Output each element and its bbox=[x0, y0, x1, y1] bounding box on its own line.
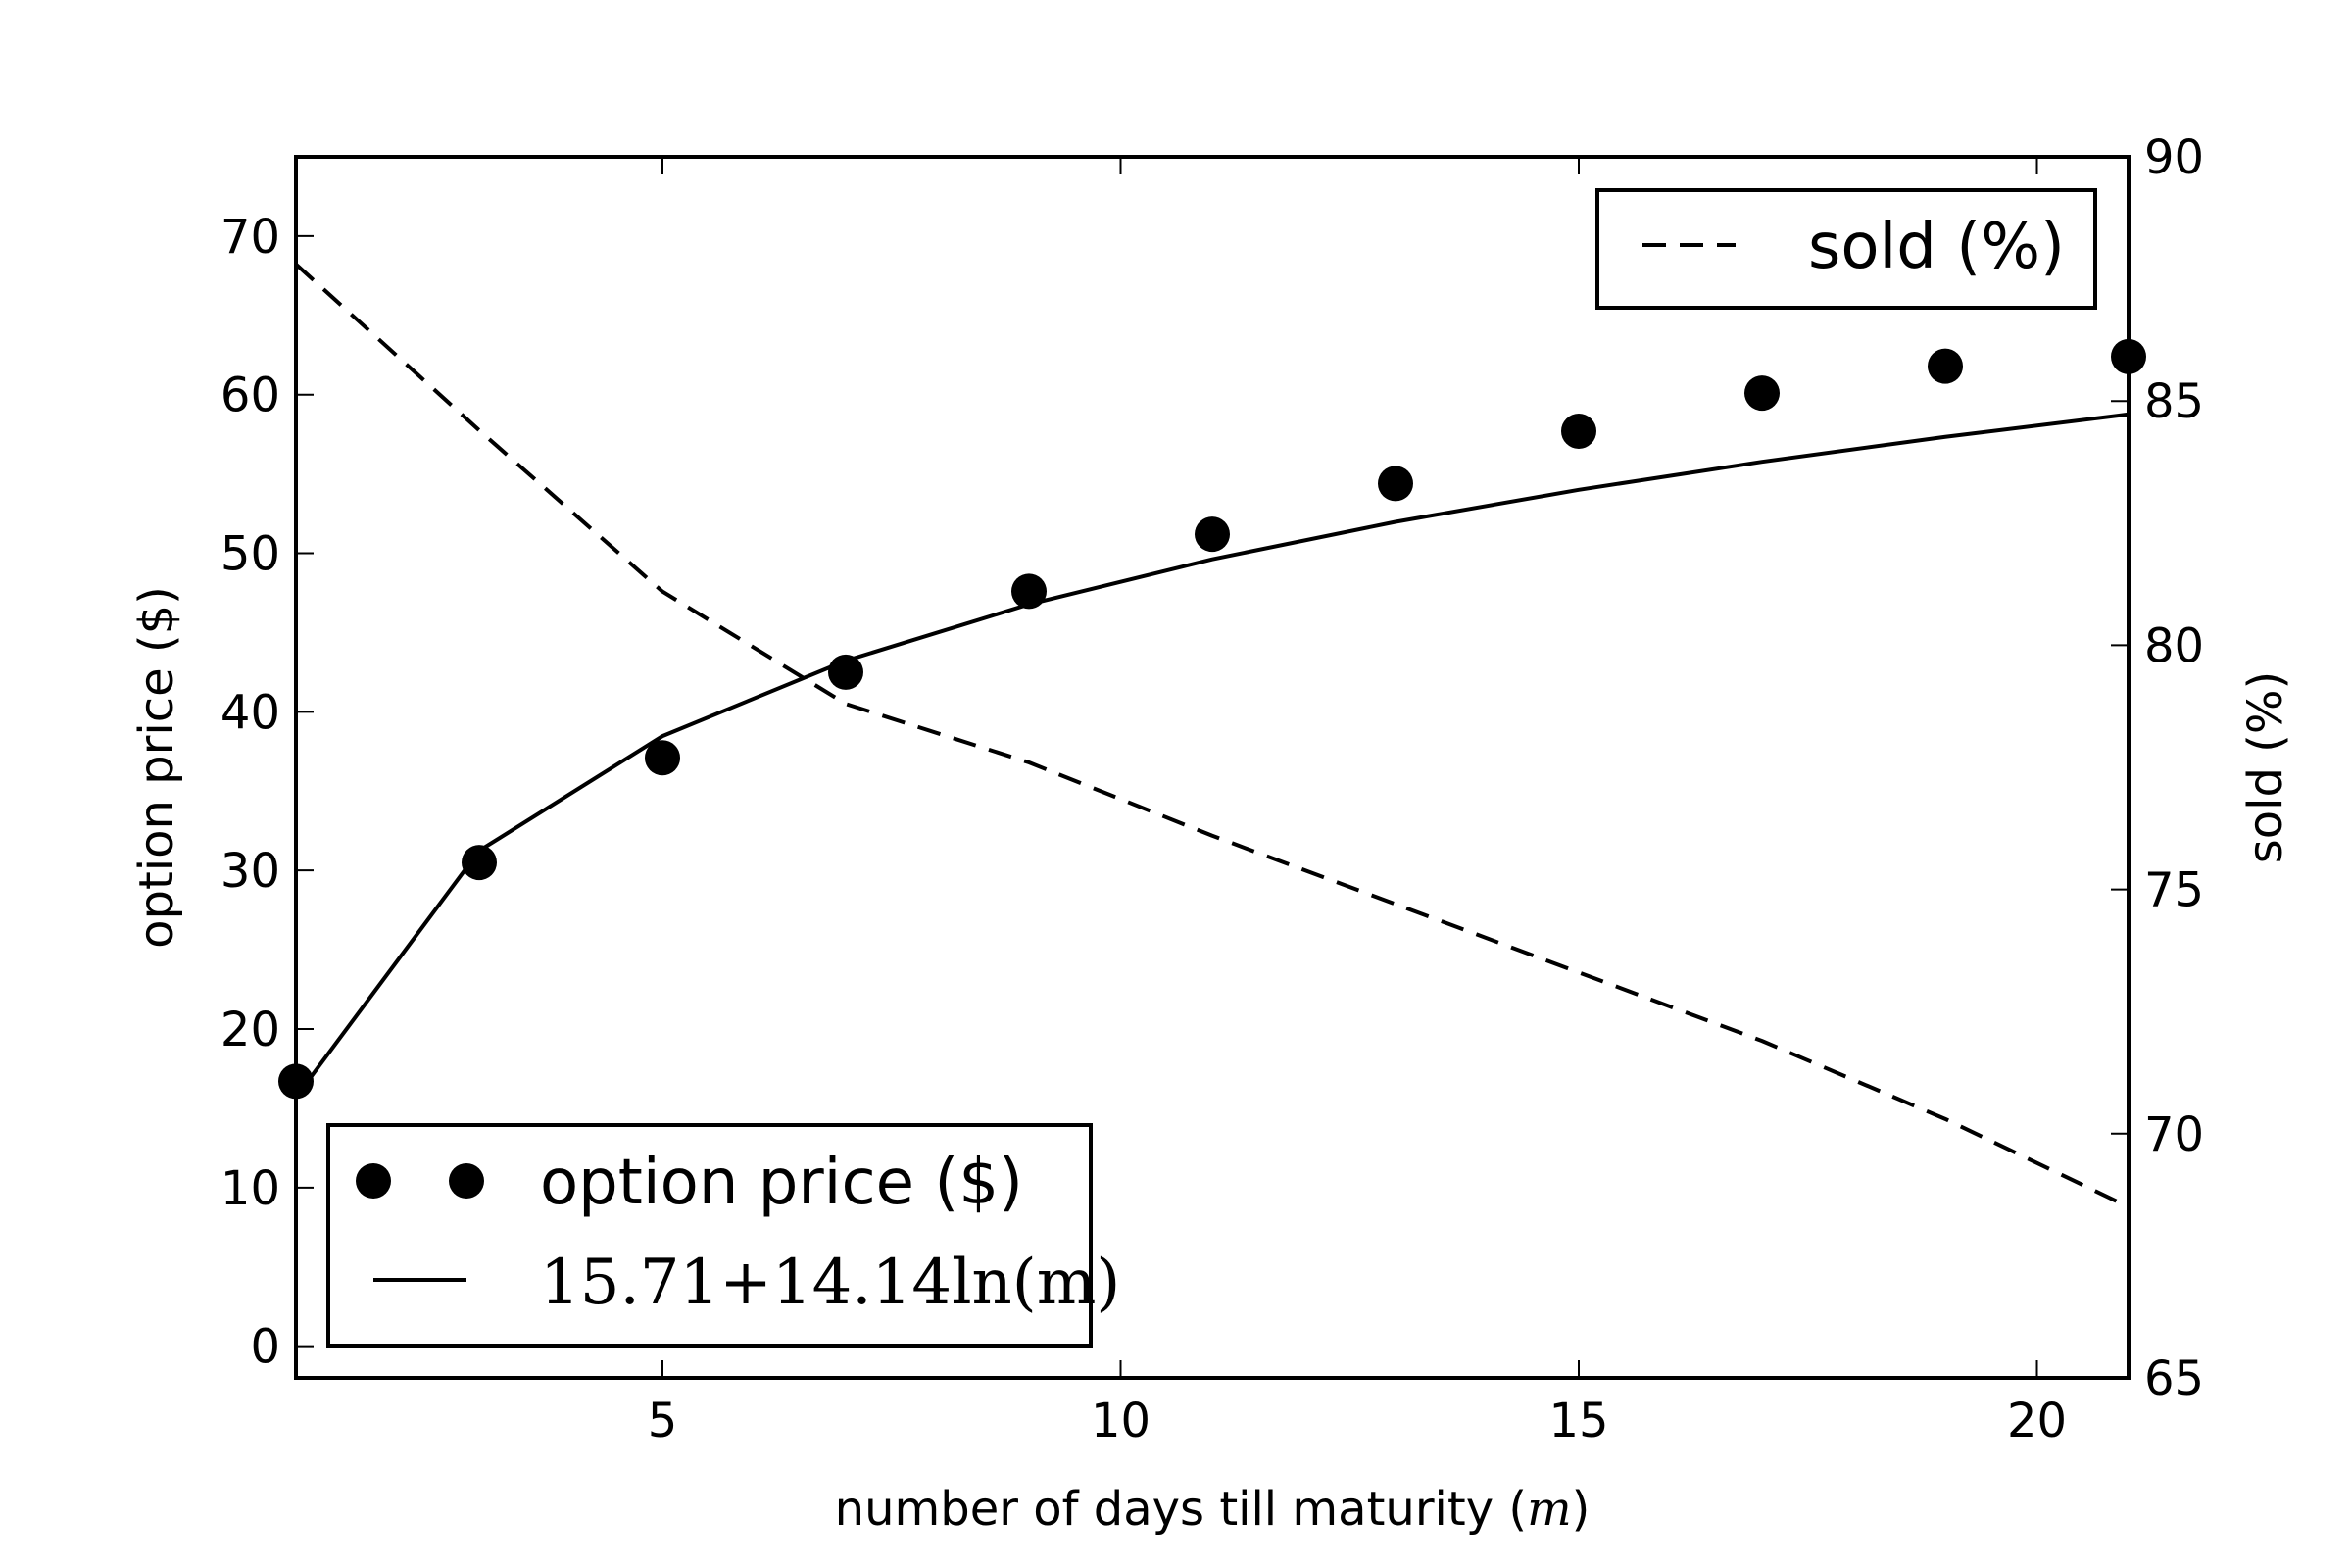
x-tick-label-5: 5 bbox=[648, 1394, 678, 1448]
y-right-tick-label-80: 80 bbox=[2144, 618, 2204, 673]
x-tick-label-20: 20 bbox=[2007, 1394, 2067, 1448]
series-line-fit bbox=[294, 412, 2130, 1099]
legend-label-fit: 15.71+14.14ln(m) bbox=[540, 1247, 1120, 1319]
point-option-price-5 bbox=[1195, 516, 1230, 553]
x-tick-label-15: 15 bbox=[1548, 1394, 1608, 1448]
y-left-tick-label-20: 20 bbox=[220, 1003, 280, 1057]
legend-upper-right-box bbox=[1595, 188, 2097, 310]
y-left-tick-label-40: 40 bbox=[220, 685, 280, 740]
legend-label-sold: sold (%) bbox=[1808, 211, 2065, 283]
y-left-tick-label-10: 10 bbox=[220, 1161, 280, 1216]
y-right-tick-label-75: 75 bbox=[2144, 863, 2204, 918]
point-option-price-6 bbox=[1378, 466, 1413, 502]
y-left-tick-label-70: 70 bbox=[220, 210, 280, 265]
y-left-tick-label-0: 0 bbox=[250, 1320, 280, 1375]
legend-label-option-price: option price ($) bbox=[540, 1147, 1023, 1219]
legend-upper-right: sold (%) bbox=[1595, 188, 2097, 310]
y-left-tick-label-50: 50 bbox=[220, 527, 280, 582]
y-right-tick-label-70: 70 bbox=[2144, 1107, 2204, 1162]
legend-marker-option-price bbox=[356, 1163, 391, 1199]
y-left-tick-label-30: 30 bbox=[220, 844, 280, 899]
point-option-price-9 bbox=[1928, 348, 1963, 384]
y-right-tick-label-85: 85 bbox=[2144, 374, 2204, 429]
series-line-sold bbox=[294, 263, 2130, 1209]
point-option-price-7 bbox=[1561, 413, 1596, 449]
y-axis-label-right: sold (%) bbox=[2238, 671, 2293, 864]
y-right-tick-label-90: 90 bbox=[2144, 130, 2204, 185]
legend-lower-left-box bbox=[326, 1123, 1093, 1348]
ticks-layer: 5 10 15 20 0 10 20 30 40 50 60 70 65 70 75 80 85 90 bbox=[220, 130, 2204, 1448]
legend-marker-option-price-2 bbox=[449, 1163, 484, 1199]
y-left-tick-label-60: 60 bbox=[220, 368, 280, 423]
y-axis-label-left: option price ($) bbox=[129, 586, 184, 949]
y-right-tick-label-65: 65 bbox=[2144, 1351, 2204, 1406]
x-axis-label-var: m bbox=[1527, 1482, 1572, 1537]
series-layer bbox=[278, 263, 2146, 1209]
legend-lower-left: option price ($) 15.71+14.14ln(m) bbox=[326, 1123, 1120, 1348]
point-option-price-2 bbox=[645, 740, 680, 776]
point-option-price-1 bbox=[462, 845, 497, 881]
x-axis-label: number of days till maturity (m) bbox=[835, 1482, 1591, 1537]
x-axis-label-close: ) bbox=[1572, 1482, 1591, 1537]
point-option-price-8 bbox=[1744, 375, 1780, 412]
plot-frame bbox=[294, 155, 2131, 1380]
x-axis-label-text: number of days till maturity ( bbox=[835, 1482, 1527, 1537]
x-tick-label-10: 10 bbox=[1091, 1394, 1151, 1448]
